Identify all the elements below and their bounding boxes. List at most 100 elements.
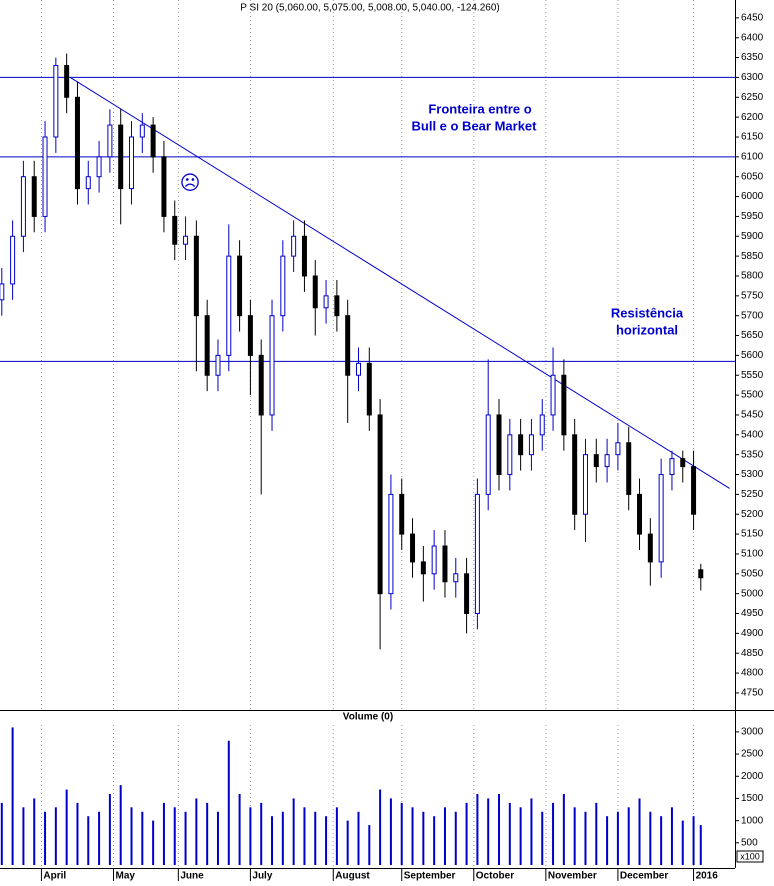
candle-body — [269, 315, 275, 416]
volume-bar — [33, 798, 36, 865]
volume-bar — [325, 816, 328, 865]
annotation: Bull e o Bear Market — [412, 118, 538, 133]
candle-body — [355, 362, 361, 376]
y-tick-label: 6400 — [741, 32, 764, 43]
y-tick-label: 5850 — [741, 251, 764, 262]
candle-body — [698, 569, 704, 579]
candle-body — [691, 466, 697, 515]
x-tick-label: May — [115, 871, 135, 881]
candle-body — [474, 493, 480, 615]
candle-body — [247, 315, 253, 356]
y-tick-label: 5550 — [741, 370, 764, 381]
candle-body — [183, 235, 189, 245]
volume-bar — [162, 802, 165, 865]
candle-body — [539, 414, 545, 436]
candle-body — [258, 354, 264, 416]
candle-body — [215, 354, 221, 376]
candle-body — [237, 255, 243, 317]
volume-bar — [249, 807, 252, 865]
y-tick-label: 5900 — [741, 231, 764, 242]
y-tick-label: 4950 — [741, 608, 764, 619]
volume-bar — [692, 816, 695, 865]
volume-bar — [389, 798, 392, 865]
annotation: Resistência — [611, 305, 684, 320]
candle-body — [366, 362, 372, 416]
volume-bar — [184, 811, 187, 865]
y-tick-label: 500 — [741, 837, 758, 848]
volume-bar — [346, 820, 349, 865]
volume-bar — [530, 798, 533, 865]
candle-body — [10, 235, 16, 285]
volume-bar — [670, 807, 673, 865]
candle-body — [572, 434, 578, 515]
y-tick-label: 4750 — [741, 688, 764, 699]
candle-body — [604, 454, 610, 468]
candle-body — [485, 414, 491, 495]
volume-bar — [65, 789, 68, 865]
candle-body — [345, 315, 351, 376]
y-tick-label: 6200 — [741, 112, 764, 123]
volume-bar — [616, 811, 619, 865]
volume-bar — [76, 802, 79, 865]
y-tick-label: 5150 — [741, 529, 764, 540]
candle-body — [593, 454, 599, 468]
y-tick-label: 6050 — [741, 171, 764, 182]
candle-body — [129, 136, 135, 190]
candle-body — [139, 124, 145, 138]
volume-bar — [584, 811, 587, 865]
y-tick-label: 5450 — [741, 410, 764, 421]
y-tick-label: 6300 — [741, 72, 764, 83]
y-tick-label: 5700 — [741, 310, 764, 321]
y-tick-label: 5250 — [741, 489, 764, 500]
candle-body — [561, 374, 567, 436]
candle-body — [53, 65, 59, 138]
candle-body — [20, 176, 26, 237]
volume-bar — [400, 802, 403, 865]
volume-bar — [649, 811, 652, 865]
volume-bar — [379, 789, 382, 865]
y-tick-label: 5200 — [741, 509, 764, 520]
x-tick-label: December — [620, 871, 668, 881]
volume-bar — [152, 820, 155, 865]
y-tick-label: 5400 — [741, 429, 764, 440]
y-tick-label: 4900 — [741, 628, 764, 639]
candle-body — [150, 124, 156, 158]
annotation: horizontal — [616, 322, 678, 337]
volume-bar — [433, 816, 436, 865]
volume-title: Volume (0) — [343, 712, 393, 723]
y-tick-label: 3000 — [741, 727, 764, 738]
candle-body — [204, 315, 210, 376]
candle-body — [0, 283, 5, 301]
volume-bar — [519, 807, 522, 865]
candle-body — [226, 255, 232, 356]
volume-bar — [541, 811, 544, 865]
candle-body — [550, 374, 556, 416]
candle-body — [31, 176, 37, 217]
y-tick-label: 6350 — [741, 52, 764, 63]
volume-bar — [454, 811, 457, 865]
y-tick-label: 5950 — [741, 211, 764, 222]
volume-bar — [44, 811, 47, 865]
y-tick-label: 5500 — [741, 390, 764, 401]
y-tick-label: 5600 — [741, 350, 764, 361]
smiley: ☹ — [180, 172, 201, 194]
volume-bar — [119, 785, 122, 865]
unit-label: x100 — [740, 851, 760, 861]
x-tick-label: September — [404, 871, 456, 881]
y-tick-label: 5750 — [741, 290, 764, 301]
candle-body — [626, 442, 632, 495]
volume-bar — [357, 811, 360, 865]
candle-body — [107, 124, 113, 158]
candle-body — [118, 124, 124, 190]
candle-body — [637, 493, 643, 535]
candle-body — [582, 454, 588, 515]
x-tick-label: August — [335, 871, 370, 881]
volume-bar — [227, 740, 230, 865]
volume-bar — [98, 811, 101, 865]
candle-body — [410, 533, 416, 563]
volume-bar — [238, 794, 241, 865]
y-tick-label: 5800 — [741, 271, 764, 282]
candle-body — [431, 545, 437, 575]
